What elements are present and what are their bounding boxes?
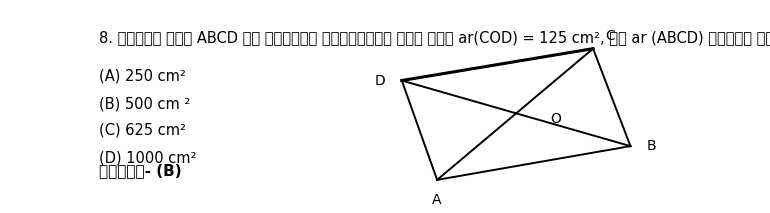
Text: C: C [605, 29, 615, 43]
Text: (B) 500 cm ²: (B) 500 cm ² [99, 96, 191, 111]
Text: (A) 250 cm²: (A) 250 cm² [99, 68, 186, 83]
Text: 8. चित्र में ABCD एक समांतर चतुर्भुज है। यदि ar(COD) = 125 cm², तो ar (ABCD) बरा: 8. चित्र में ABCD एक समांतर चतुर्भुज है।… [99, 30, 770, 46]
Text: D: D [374, 73, 385, 88]
Text: B: B [647, 139, 657, 153]
Text: उत्तर- (B): उत्तर- (B) [99, 163, 182, 178]
Text: A: A [433, 193, 442, 207]
Text: (D) 1000 cm²: (D) 1000 cm² [99, 150, 196, 165]
Text: (C) 625 cm²: (C) 625 cm² [99, 122, 186, 137]
Text: O: O [551, 112, 561, 126]
